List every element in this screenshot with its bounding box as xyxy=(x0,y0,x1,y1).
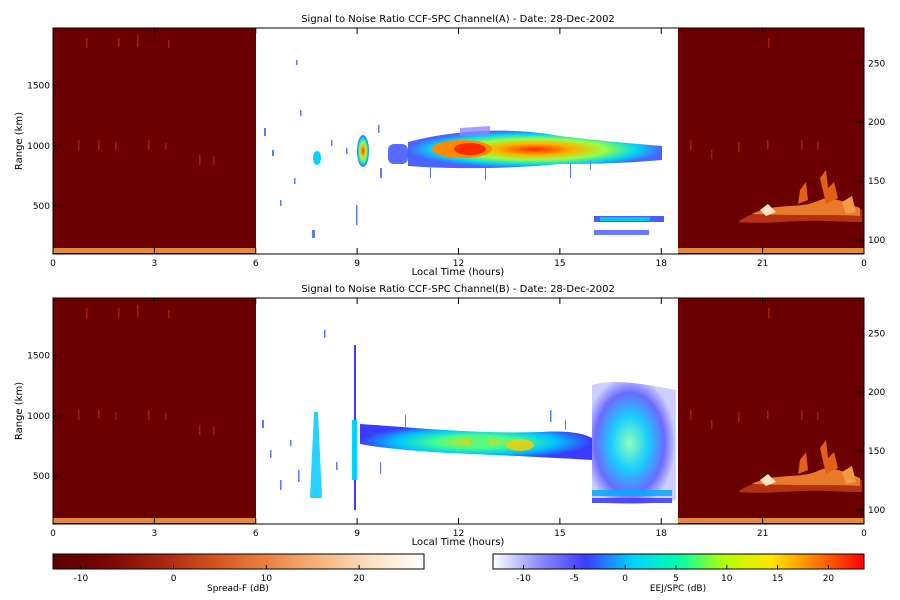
y2-tick-label: 150 xyxy=(868,177,885,187)
echoes-b xyxy=(262,330,676,510)
night-panel-left xyxy=(53,298,256,524)
colorbar-eej-label: EEJ/SPC (dB) xyxy=(650,584,706,594)
x-tick-label: 15 xyxy=(554,529,565,539)
spread-f-echo xyxy=(738,170,862,223)
x-tick-label: 3 xyxy=(152,529,158,539)
y-tick-label: 1000 xyxy=(27,412,50,422)
night-streaks xyxy=(78,35,819,165)
bottom-band-right xyxy=(678,248,864,253)
x-tick-label: 6 xyxy=(253,259,259,269)
colorbar-spread-f: -10 0 10 20 Spread-F (dB) xyxy=(52,553,425,594)
panel-channel-b: Signal to Noise Ratio CCF-SPC Channel(B)… xyxy=(14,284,885,548)
colorbar-tick-label: 10 xyxy=(261,574,273,584)
x-tick-label: 12 xyxy=(453,529,464,539)
y-tick-label: 500 xyxy=(33,472,50,482)
x-tick-label: 3 xyxy=(152,259,158,269)
y2-tick-label: 100 xyxy=(868,506,885,516)
panel-b-xlabel: Local Time (hours) xyxy=(412,537,505,548)
colorbar-tick-label: 0 xyxy=(622,574,628,584)
colorbar-ticks: -10 -5 0 5 10 15 20 xyxy=(516,565,834,584)
x-tick-label: 18 xyxy=(656,529,668,539)
colorbar-tick-label: -5 xyxy=(570,574,579,584)
x-tick-label: 15 xyxy=(554,259,565,269)
x-tick-label: 0 xyxy=(861,529,867,539)
colorbar-tick-label: 15 xyxy=(772,574,783,584)
colorbar-eej: -10 -5 0 5 10 15 20 EEJ/SPC (dB) xyxy=(492,553,865,594)
colorbar-spread-f-label: Spread-F (dB) xyxy=(207,584,269,594)
y2-tick-label: 250 xyxy=(868,59,885,69)
y-tick-label: 1500 xyxy=(27,352,50,362)
x-tick-label: 12 xyxy=(453,259,464,269)
panel-channel-a: Signal to Noise Ratio CCF-SPC Channel(A)… xyxy=(14,14,885,278)
x-tick-label: 9 xyxy=(354,259,360,269)
y-tick-label: 1500 xyxy=(27,82,50,92)
y2-tick-label: 150 xyxy=(868,447,885,457)
y-tick-label: 1000 xyxy=(27,142,50,152)
x-tick-label: 0 xyxy=(50,259,56,269)
panel-b-title: Signal to Noise Ratio CCF-SPC Channel(B)… xyxy=(301,284,615,295)
panel-a-title: Signal to Noise Ratio CCF-SPC Channel(A)… xyxy=(301,14,615,25)
x-tick-label: 6 xyxy=(253,529,259,539)
x-tick-label: 0 xyxy=(861,259,867,269)
axes: 0 3 6 9 12 15 18 21 0 500 1000 1500 100 150 200 250 xyxy=(27,298,885,539)
colorbar-eej-bar xyxy=(492,553,865,570)
colorbar-tick-label: 0 xyxy=(171,574,177,584)
y2-tick-label: 200 xyxy=(868,388,885,398)
colorbar-tick-label: 10 xyxy=(721,574,733,584)
y2-tick-label: 100 xyxy=(868,236,885,246)
colorbar-spread-f-bar xyxy=(52,553,425,570)
colorbar-tick-label: -10 xyxy=(73,574,88,584)
panel-a-xlabel: Local Time (hours) xyxy=(412,267,505,278)
x-tick-label: 0 xyxy=(50,529,56,539)
echoes-a xyxy=(264,60,664,238)
axes: 0 3 6 9 12 15 18 21 0 500 1000 1500 100 150 200 250 xyxy=(27,28,885,269)
x-tick-label: 18 xyxy=(656,259,668,269)
panel-a-ylabel: Range (km) xyxy=(14,112,25,170)
night-panel-left xyxy=(53,28,256,254)
spread-f-echo xyxy=(738,440,862,493)
panel-b-ylabel: Range (km) xyxy=(14,382,25,440)
x-tick-label: 9 xyxy=(354,529,360,539)
x-tick-label: 21 xyxy=(757,529,768,539)
colorbar-tick-label: 5 xyxy=(673,574,679,584)
colorbar-ticks: -10 0 10 20 xyxy=(73,565,365,584)
y2-tick-label: 250 xyxy=(868,329,885,339)
colorbar-tick-label: 20 xyxy=(353,574,365,584)
y2-tick-label: 200 xyxy=(868,118,885,128)
bottom-band-right xyxy=(678,518,864,523)
night-streaks xyxy=(78,305,819,435)
y-tick-label: 500 xyxy=(33,202,50,212)
x-tick-label: 21 xyxy=(757,259,768,269)
colorbar-tick-label: -10 xyxy=(516,574,531,584)
colorbar-tick-label: 20 xyxy=(823,574,835,584)
